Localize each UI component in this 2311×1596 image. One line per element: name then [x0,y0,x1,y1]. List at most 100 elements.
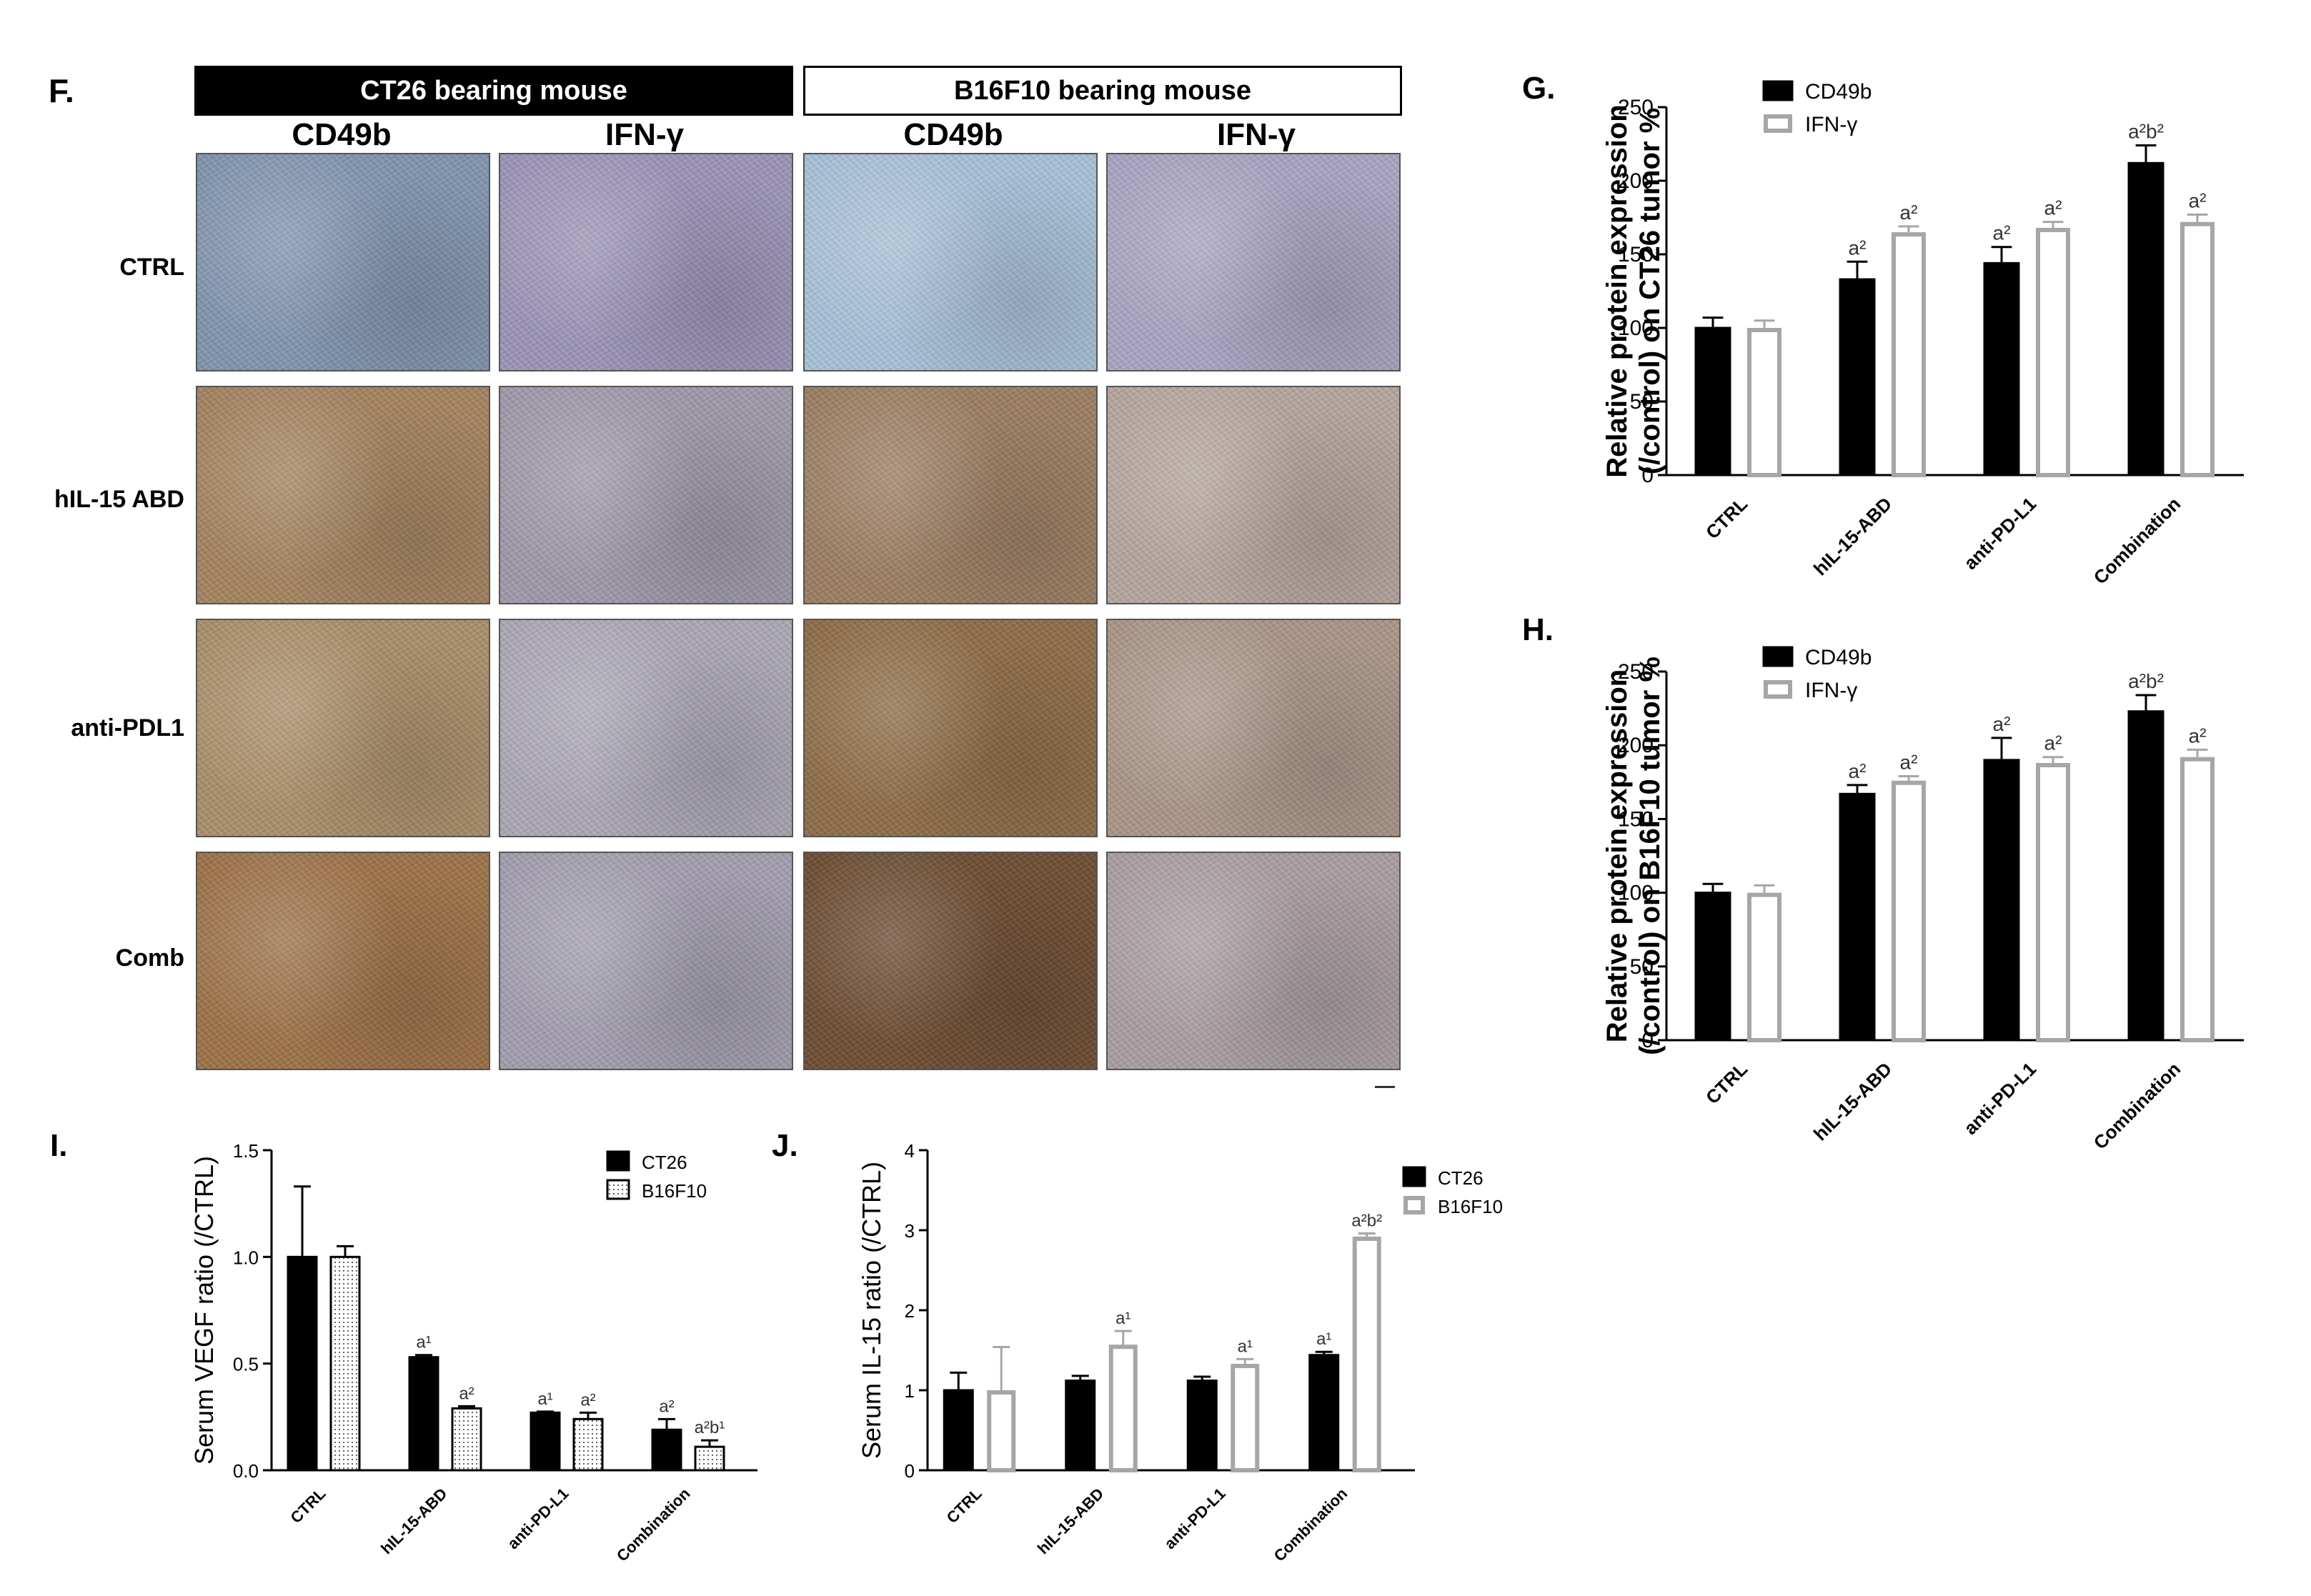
significance-label: a² [1900,752,1918,774]
bar-ct26-0 [943,1389,974,1472]
x-tick-label: anti-PD-L1 [504,1485,572,1552]
y-axis-label: Relative protein expression [1601,104,1633,477]
significance-label: a¹ [1115,1309,1130,1328]
bar-ifn-3 [2180,757,2215,1042]
panel-letter: G. [1522,71,1555,106]
micrograph-anti-pdl1-ct26-cd49b [196,619,490,837]
bar-b16f10-3 [694,1445,725,1472]
scale-bar [1375,1086,1395,1088]
y-tick-label: 1.0 [233,1247,259,1268]
bar-ct26-2 [1186,1380,1218,1472]
micrograph-anti-pdl1-ct26-ifng [499,619,793,837]
y-tick-label: 4 [905,1140,915,1162]
bar-ct26-0 [287,1255,318,1472]
x-tick-label: CTRL [1701,493,1751,543]
y-axis-label: Relative protein expression [1601,669,1633,1042]
bar-ifn-2 [2036,762,2070,1043]
legend-label: CD49b [1805,646,1872,669]
panel-letter: J. [772,1128,798,1163]
significance-label: a¹ [416,1333,431,1352]
legend-swatch [606,1179,630,1200]
bar-b16f10-2 [572,1417,604,1472]
legend-swatch [1402,1166,1426,1187]
legend-label: B16F10 [1438,1196,1503,1217]
y-axis-label: Serum VEGF ratio (/CTRL) [189,1156,219,1465]
micrograph-hil15-abd-b16f10-ifng [1106,386,1401,604]
row-label-ctrl: CTRL [119,254,184,281]
x-tick-label: hIL-15-ABD [1034,1485,1107,1557]
bar-cd49b-1 [1839,792,1876,1042]
x-tick-label: anti-PD-L1 [1959,1058,2040,1139]
bar-ct26-1 [408,1356,439,1472]
micrograph-ctrl-ct26-ifng [499,153,793,371]
chart-i: I. 0.0 0.5 1.0 1.5 Serum VEGF ratio (/CTRL) CT… [50,1128,757,1565]
bar-b16f10-1 [451,1407,482,1472]
bar-ifn-1 [1892,232,1926,477]
micrograph-hil15-abd-ct26-cd49b [196,386,490,604]
x-tick-label: CTRL [287,1485,329,1527]
significance-label: a²b² [2128,121,2164,143]
bar-cd49b-1 [1839,278,1876,477]
x-tick-label: anti-PD-L1 [1161,1485,1228,1552]
y-tick-label: 0.0 [233,1460,259,1482]
y-tick-label: 1.5 [233,1140,259,1162]
legend-swatch [1762,80,1794,101]
bar-ifn-3 [2180,221,2215,477]
significance-label: a² [2044,197,2062,219]
y-tick-label: 0.5 [233,1354,259,1375]
group-header-ct26: CT26 bearing mouse [194,66,793,116]
x-tick-label: anti-PD-L1 [1959,493,2040,574]
micrograph-comb-ct26-cd49b [196,852,490,1070]
y-tick-label: 50 [1630,955,1654,979]
y-tick-label: 250 [1618,660,1654,684]
legend-swatch [606,1150,630,1172]
column-title-ct26-ifng: IFN-γ [605,117,684,152]
y-tick-label: 100 [1618,316,1654,340]
group-header-b16f10: B16F10 bearing mouse [803,66,1402,116]
bar-ct26-3 [651,1428,682,1472]
significance-label: a²b² [1351,1211,1382,1230]
bar-b16f10-2 [1231,1364,1260,1473]
row-label-comb: Comb [115,944,184,972]
y-tick-label: 200 [1618,169,1654,193]
bar-ifn-0 [1747,892,1781,1042]
micrograph-hil15-abd-b16f10-cd49b [803,386,1098,604]
bar-cd49b-0 [1694,892,1731,1042]
bar-b16f10-3 [1352,1236,1381,1473]
panel-letter: H. [1522,614,1554,647]
y-tick-label: 250 [1618,96,1654,119]
significance-label: a² [1849,760,1867,782]
legend-swatch [1762,646,1794,667]
significance-label: a² [1993,222,2011,244]
legend-label: CT26 [642,1152,687,1173]
micrograph-comb-b16f10-cd49b [803,852,1098,1070]
micrograph-ctrl-b16f10-cd49b [803,153,1098,371]
x-tick-label: hIL-15-ABD [377,1485,450,1557]
column-title-b16f10-ifng: IFN-γ [1217,117,1296,152]
significance-label: a² [580,1390,595,1410]
y-tick-label: 0 [905,1460,915,1482]
bar-cd49b-3 [2127,710,2165,1042]
bar-ifn-2 [2036,227,2070,477]
micrograph-anti-pdl1-b16f10-ifng [1106,619,1401,837]
y-tick-label: 0 [1641,1029,1654,1052]
bar-ifn-0 [1747,328,1781,477]
column-title-b16f10-cd49b: CD49b [903,117,1003,152]
bar-b16f10-0 [987,1390,1016,1472]
y-tick-label: 50 [1630,390,1654,414]
legend-label: CT26 [1438,1167,1483,1189]
significance-label: a² [2189,189,2207,211]
micrograph-ctrl-b16f10-ifng [1106,153,1401,371]
micrograph-ctrl-ct26-cd49b [196,153,490,371]
legend-label: CD49b [1805,80,1872,104]
y-tick-label: 2 [905,1300,915,1322]
x-tick-label: CTRL [1701,1058,1751,1108]
chart-j: J. 0 1 2 3 4 Serum IL-15 ratio (/CTRL) CTRL a¹ hI… [772,1128,1503,1565]
significance-label: a¹ [1316,1330,1331,1349]
significance-label: a²b² [2128,670,2164,692]
significance-label: a¹ [1238,1337,1253,1356]
micrograph-anti-pdl1-b16f10-cd49b [803,619,1098,837]
bar-b16f10-1 [1108,1345,1138,1472]
bar-cd49b-0 [1694,326,1731,477]
